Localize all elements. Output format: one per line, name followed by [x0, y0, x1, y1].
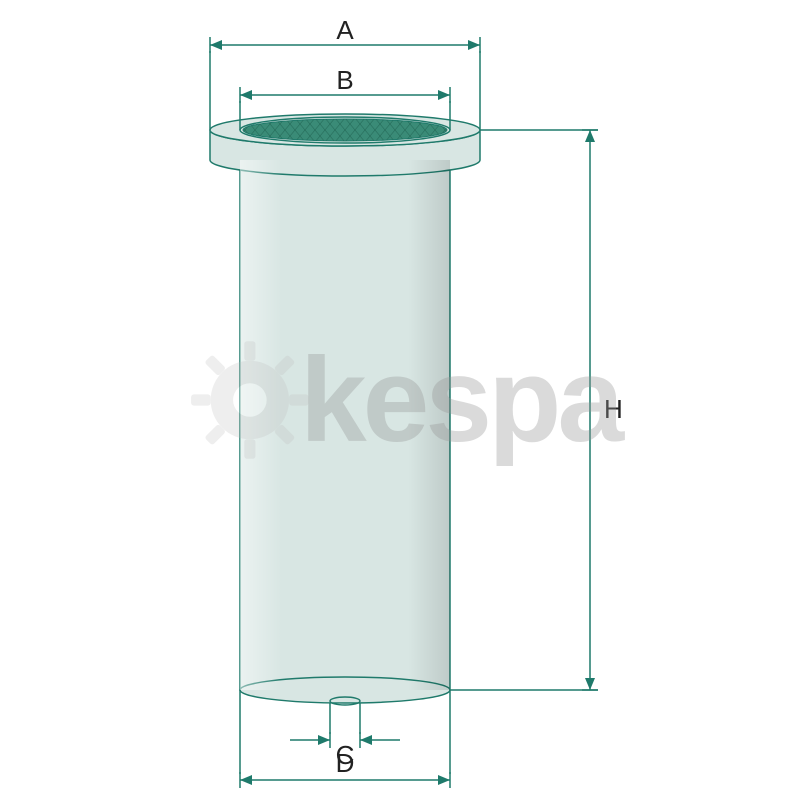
svg-text:H: H: [604, 394, 623, 424]
svg-text:D: D: [336, 748, 355, 778]
svg-text:A: A: [336, 15, 354, 45]
svg-text:B: B: [336, 65, 353, 95]
filter-diagram: ABCDH: [0, 0, 800, 800]
